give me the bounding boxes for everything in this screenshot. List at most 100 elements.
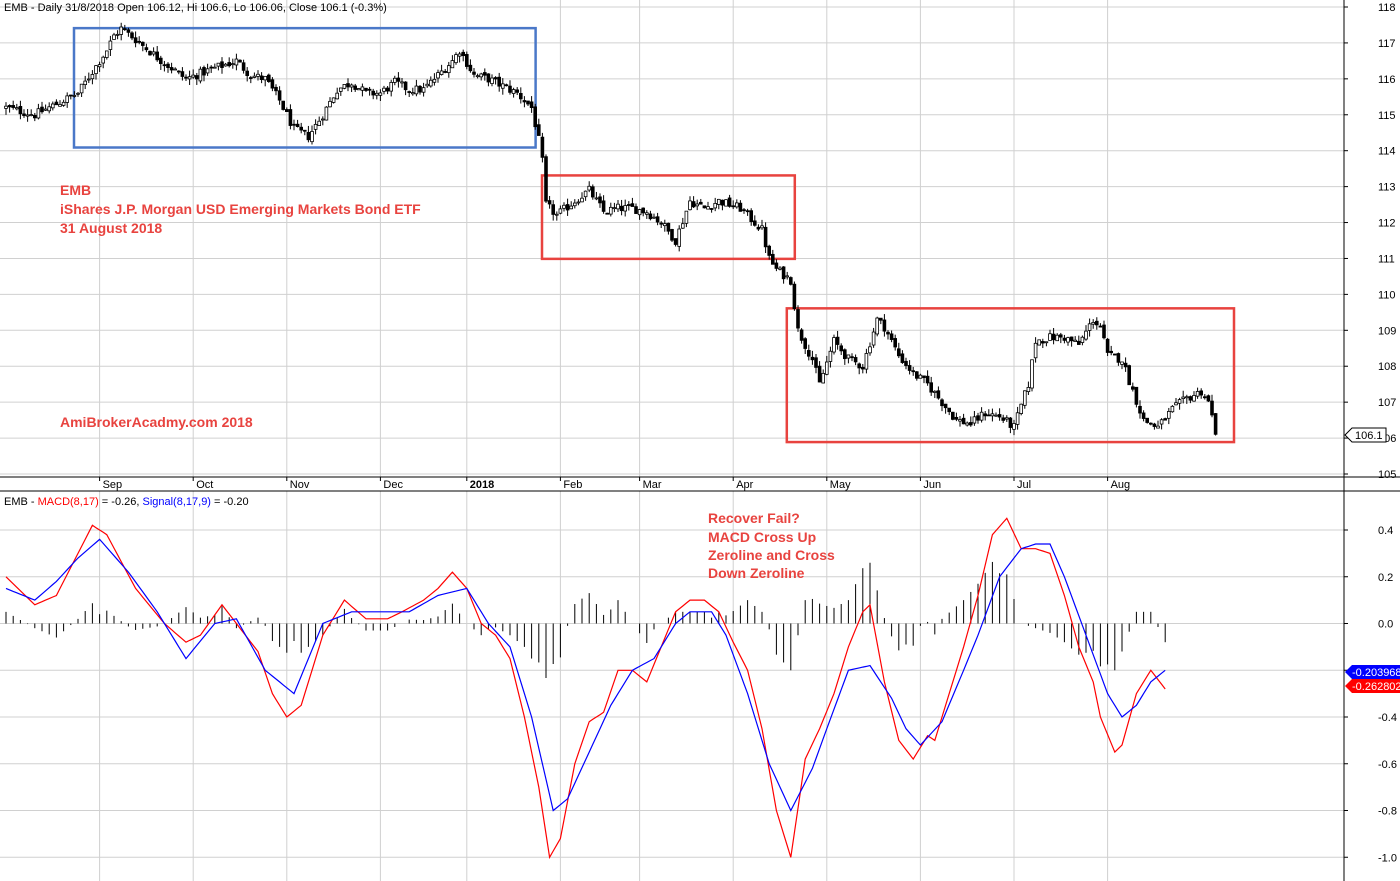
price-tick-label: 117 xyxy=(1378,38,1396,50)
candle-body xyxy=(140,41,145,46)
candle xyxy=(270,77,275,92)
candle xyxy=(969,416,973,427)
candle xyxy=(281,100,285,111)
candle-body xyxy=(69,94,73,97)
candle xyxy=(1037,339,1042,346)
candle-body xyxy=(515,89,519,93)
candle-body xyxy=(1041,341,1045,344)
candle xyxy=(187,70,192,85)
x-axis-label: Sep xyxy=(103,479,123,491)
candle-body xyxy=(666,222,671,232)
candle xyxy=(907,360,912,375)
candle-body xyxy=(691,201,696,208)
candle xyxy=(846,354,851,364)
candle xyxy=(126,27,131,37)
candle-body xyxy=(1159,419,1164,425)
candle xyxy=(717,198,721,210)
candle xyxy=(504,83,509,87)
candle xyxy=(457,51,462,63)
candle xyxy=(1192,391,1196,402)
candle-body xyxy=(194,75,199,80)
candle xyxy=(691,196,696,208)
candle xyxy=(108,35,113,56)
x-axis-label: Jul xyxy=(1017,479,1031,491)
candle-body xyxy=(493,77,498,80)
candle xyxy=(284,107,289,112)
macd-annotation-line-3: Zeroline and Cross xyxy=(708,547,835,563)
candle xyxy=(731,200,735,210)
candle-body xyxy=(1048,333,1052,341)
macd-header-label: MACD(8,17) xyxy=(38,496,99,508)
candle-body xyxy=(1167,411,1171,419)
candle-body xyxy=(320,118,325,121)
annotation-date: 31 August 2018 xyxy=(60,220,162,236)
candle xyxy=(410,87,415,96)
candle xyxy=(1141,410,1146,422)
candle xyxy=(1123,357,1128,372)
candle xyxy=(619,199,624,216)
candle-body xyxy=(540,136,545,158)
candle xyxy=(252,72,257,79)
grid-lines xyxy=(0,0,1344,881)
candle-body xyxy=(1062,337,1067,341)
price-tick-label: 112 xyxy=(1378,218,1396,230)
candle-body xyxy=(1145,417,1150,423)
candle xyxy=(439,64,444,76)
candle-body xyxy=(158,57,163,65)
candle-body xyxy=(749,210,753,222)
candle xyxy=(634,203,638,214)
candle-body xyxy=(976,415,980,421)
candle-body xyxy=(331,97,336,103)
candle-body xyxy=(342,84,347,89)
candle-body xyxy=(123,28,127,31)
candle-body xyxy=(821,372,825,384)
x-axis-label: Apr xyxy=(736,479,753,491)
candle-body xyxy=(385,87,390,92)
candle-body xyxy=(799,329,804,341)
candle xyxy=(810,350,815,365)
macd-value-badge: -0.262802 xyxy=(1345,679,1400,693)
candle-body xyxy=(724,199,728,207)
candle xyxy=(1149,422,1153,426)
candle xyxy=(105,50,109,60)
candle xyxy=(446,61,451,78)
candle xyxy=(789,276,793,286)
candle xyxy=(1077,335,1081,345)
candle xyxy=(450,55,455,69)
candle-body xyxy=(338,87,343,92)
macd-badge-text: -0.262802 xyxy=(1352,681,1400,693)
candle-body xyxy=(1012,423,1016,430)
candle xyxy=(69,94,73,100)
candle xyxy=(54,99,59,106)
x-axis-label: Jun xyxy=(923,479,941,491)
candle-body xyxy=(126,29,131,33)
candle xyxy=(702,205,707,209)
candle xyxy=(745,208,750,216)
candle-body xyxy=(785,275,789,278)
candle xyxy=(1073,336,1078,342)
candle xyxy=(1102,320,1106,340)
candle xyxy=(155,46,160,62)
candle xyxy=(1213,413,1218,436)
candle-body xyxy=(756,226,761,230)
candle xyxy=(713,197,717,212)
price-tick-label: 113 xyxy=(1378,182,1396,194)
candle-body xyxy=(616,203,620,210)
candle-body xyxy=(767,245,771,256)
candle-body xyxy=(270,79,275,89)
candle xyxy=(763,222,768,254)
signal-header-label: Signal(8,17,9) xyxy=(142,496,211,508)
macd-tick-label: 0.0 xyxy=(1378,619,1393,631)
candle xyxy=(61,99,66,107)
candle xyxy=(749,208,753,226)
candle xyxy=(274,84,278,96)
candle xyxy=(418,85,422,95)
candle-body xyxy=(781,266,786,280)
signal-value-badge: -0.203968 xyxy=(1345,665,1400,679)
macd-annotation-line-2: MACD Cross Up xyxy=(708,529,816,545)
candle xyxy=(954,412,959,422)
candle-body xyxy=(277,90,282,101)
candle xyxy=(627,201,631,211)
candle-body xyxy=(1206,395,1211,402)
candle xyxy=(1098,323,1103,328)
